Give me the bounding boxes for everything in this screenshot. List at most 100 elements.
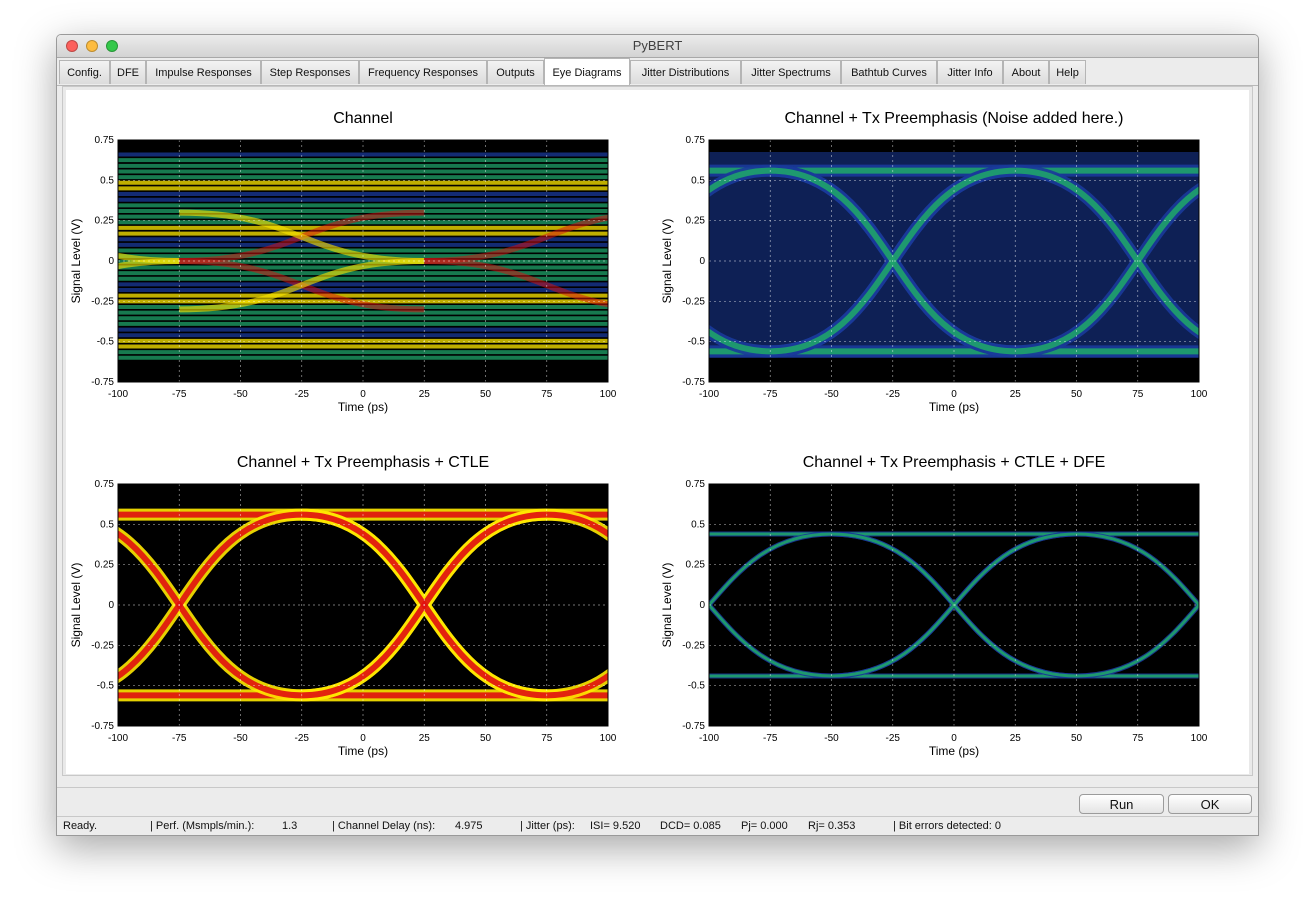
tab-jitter-info[interactable]: Jitter Info xyxy=(937,60,1003,84)
x-tick-label: 75 xyxy=(541,733,553,744)
eye-diagram-figure: -100 -75 -50 -25 0 25 50 75 100 0.75 0.5 0.25 0 -0.25… xyxy=(69,110,1208,758)
tab-outputs[interactable]: Outputs xyxy=(487,60,544,84)
x-tick-label: -25 xyxy=(886,389,901,400)
y-tick-label: 0.75 xyxy=(95,135,115,146)
y-tick-label: 0.75 xyxy=(95,479,115,490)
y-tick-label: 0.5 xyxy=(100,519,114,530)
x-tick-label: 75 xyxy=(1132,733,1144,744)
x-tick-label: 25 xyxy=(1010,733,1022,744)
y-tick-label: -0.5 xyxy=(97,681,115,692)
perf-value: 1.3 xyxy=(282,820,298,832)
y-tick-label: 0.5 xyxy=(691,519,705,530)
tab-frequency-responses[interactable]: Frequency Responses xyxy=(359,60,487,84)
y-tick-label: 0.25 xyxy=(686,216,706,227)
eye-trace-core xyxy=(709,532,832,608)
y-tick-label: 0.25 xyxy=(686,560,706,571)
eye-density xyxy=(709,152,1199,358)
tab-help[interactable]: Help xyxy=(1049,60,1086,84)
plot-frame xyxy=(117,139,609,383)
chart-title: Channel + Tx Preemphasis + CTLE xyxy=(237,454,489,471)
x-tick-label: -75 xyxy=(763,389,778,400)
chart-title: Channel + Tx Preemphasis (Noise added he… xyxy=(785,110,1124,127)
x-tick-label: 0 xyxy=(951,733,957,744)
tab-about[interactable]: About xyxy=(1003,60,1049,84)
tab-config[interactable]: Config. xyxy=(59,60,110,84)
tab-step-responses[interactable]: Step Responses xyxy=(261,60,359,84)
eye-chart-3: -100 -75 -50 -25 0 25 50 75 100 0.75 0.5 0.25 0 -0.25… xyxy=(69,454,617,758)
tab-bathtub-curves[interactable]: Bathtub Curves xyxy=(841,60,937,84)
x-tick-label: 100 xyxy=(600,733,617,744)
y-tick-label: -0.75 xyxy=(91,377,114,388)
y-tick-label: 0 xyxy=(108,600,114,611)
x-tick-label: -25 xyxy=(295,733,310,744)
eye-trace-core xyxy=(1076,532,1199,608)
x-axis-label: Time (ps) xyxy=(338,744,388,758)
status-bar: Ready. | Perf. (Msmpls/min.): 1.3 | Chan… xyxy=(57,816,1258,835)
plot-frame xyxy=(708,139,1200,383)
eye-trace-core xyxy=(709,328,771,355)
y-tick-label: 0.5 xyxy=(691,175,705,186)
plot-area: -100 -75 -50 -25 0 25 50 75 100 0.75 0.5 0.25 0 -0.25… xyxy=(66,90,1249,774)
run-button[interactable]: Run xyxy=(1079,794,1164,814)
y-tick-label: -0.5 xyxy=(97,337,115,348)
y-tick-label: 0.75 xyxy=(686,479,706,490)
y-axis-label: Signal Level (V) xyxy=(660,563,674,648)
tab-jitter-distributions[interactable]: Jitter Distributions xyxy=(630,60,741,84)
ok-button[interactable]: OK xyxy=(1168,794,1252,814)
x-tick-label: 0 xyxy=(360,389,366,400)
tab-impulse-responses[interactable]: Impulse Responses xyxy=(146,60,261,84)
y-axis-label: Signal Level (V) xyxy=(69,563,83,648)
x-tick-label: -100 xyxy=(108,389,128,400)
x-tick-label: -100 xyxy=(699,733,719,744)
y-tick-label: -0.25 xyxy=(91,296,114,307)
tab-eye-diagrams[interactable]: Eye Diagrams xyxy=(544,58,630,85)
window-title: PyBERT xyxy=(632,38,683,53)
x-tick-label: -100 xyxy=(699,389,719,400)
y-tick-label: 0.5 xyxy=(100,175,114,186)
y-tick-label: -0.25 xyxy=(91,640,114,651)
channel-delay-value: 4.975 xyxy=(455,820,483,832)
x-axis-label: Time (ps) xyxy=(338,400,388,414)
y-tick-label: -0.25 xyxy=(682,640,705,651)
x-tick-label: 50 xyxy=(1071,733,1083,744)
x-tick-label: 25 xyxy=(419,389,431,400)
x-tick-label: -25 xyxy=(295,389,310,400)
button-row: Run OK xyxy=(57,787,1258,818)
x-tick-label: 0 xyxy=(360,733,366,744)
x-tick-label: -75 xyxy=(763,733,778,744)
y-tick-label: -0.5 xyxy=(688,681,706,692)
tab-bar: Config. DFE Impulse Responses Step Respo… xyxy=(57,58,1258,86)
close-icon[interactable] xyxy=(66,40,78,52)
eye-diagrams-panel: -100 -75 -50 -25 0 25 50 75 100 0.75 0.5 0.25 0 -0.25… xyxy=(62,86,1253,776)
y-tick-label: 0 xyxy=(108,256,114,267)
tab-jitter-spectrums[interactable]: Jitter Spectrums xyxy=(741,60,841,84)
x-axis-label: Time (ps) xyxy=(929,744,979,758)
y-tick-label: 0 xyxy=(699,600,705,611)
y-tick-label: 0.25 xyxy=(95,560,115,571)
y-tick-label: -0.75 xyxy=(682,377,705,388)
y-tick-label: -0.25 xyxy=(682,296,705,307)
eye-trace-core xyxy=(546,672,608,699)
y-axis-label: Signal Level (V) xyxy=(69,219,83,304)
eye-trace-core xyxy=(709,167,771,194)
perf-label: | Perf. (Msmpls/min.): xyxy=(150,820,255,832)
minimize-icon[interactable] xyxy=(86,40,98,52)
x-tick-label: 100 xyxy=(600,389,617,400)
eye-trace xyxy=(118,252,180,264)
plot-frame xyxy=(708,483,1200,727)
maximize-icon[interactable] xyxy=(106,40,118,52)
jitter-dcd: DCD= 0.085 xyxy=(660,820,721,832)
y-tick-label: -0.75 xyxy=(682,721,705,732)
eye-trace-core xyxy=(709,602,832,678)
pybert-window: PyBERT Config. DFE Impulse Responses Ste… xyxy=(56,34,1259,836)
jitter-label: | Jitter (ps): xyxy=(520,820,575,832)
channel-delay-label: | Channel Delay (ns): xyxy=(332,820,436,832)
eye-density xyxy=(709,531,1199,679)
x-tick-label: 75 xyxy=(1132,389,1144,400)
eye-chart-2: -100 -75 -50 -25 0 25 50 75 100 0.75 0.5 0.25 0 -0.25… xyxy=(660,110,1208,414)
chart-title: Channel xyxy=(333,110,393,127)
tab-dfe[interactable]: DFE xyxy=(110,60,146,84)
x-tick-label: 25 xyxy=(419,733,431,744)
x-tick-label: -25 xyxy=(886,733,901,744)
x-axis-label: Time (ps) xyxy=(929,400,979,414)
